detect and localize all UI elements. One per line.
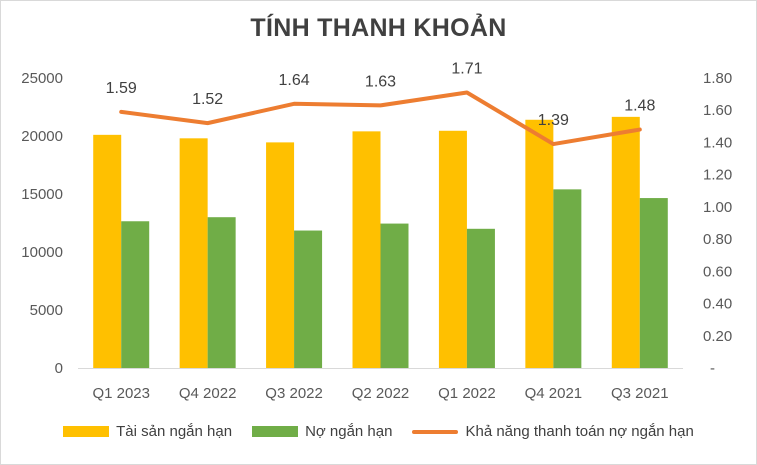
y-right-tick-label: 1.80 xyxy=(703,70,732,87)
bar-current-assets xyxy=(266,142,295,368)
legend-label-current-assets: Tài sản ngắn hạn xyxy=(116,423,233,440)
y-right-tick-label: 0.20 xyxy=(703,328,732,345)
ratio-data-label: 1.52 xyxy=(192,91,223,108)
legend-swatch-current-ratio xyxy=(412,429,459,434)
chart-title: TÍNH THANH KHOẢN xyxy=(250,14,507,42)
bar-current-assets xyxy=(438,130,467,368)
bar-current-assets xyxy=(93,134,122,368)
bar-short-term-debt xyxy=(639,198,668,368)
y-right-tick-label: - xyxy=(710,360,715,377)
ratio-data-label: 1.64 xyxy=(279,72,310,89)
chart-legend: Tài sản ngắn hạn Nợ ngắn hạn Khả năng th… xyxy=(0,423,757,440)
bar-short-term-debt xyxy=(553,189,582,368)
bar-short-term-debt xyxy=(207,217,236,368)
legend-item-short-term-debt: Nợ ngắn hạn xyxy=(252,423,392,440)
legend-item-current-ratio: Khả năng thanh toán nợ ngắn hạn xyxy=(412,423,694,440)
y-left-tick-label: 25000 xyxy=(21,70,63,87)
y-left-tick-label: 10000 xyxy=(21,244,63,261)
bar-short-term-debt xyxy=(121,221,150,368)
bar-current-assets xyxy=(611,116,640,368)
bar-current-assets xyxy=(179,138,208,368)
x-tick-label: Q1 2023 xyxy=(92,385,150,402)
y-right-tick-label: 1.20 xyxy=(703,167,732,184)
ratio-data-label: 1.63 xyxy=(365,73,396,90)
x-tick-label: Q3 2022 xyxy=(265,385,323,402)
y-right-tick-label: 1.60 xyxy=(703,102,732,119)
y-right-tick-label: 0.40 xyxy=(703,296,732,313)
ratio-data-label: 1.71 xyxy=(451,61,482,78)
y-right-tick-label: 1.00 xyxy=(703,199,732,216)
y-left-tick-label: 0 xyxy=(55,360,63,377)
y-right-tick-label: 0.80 xyxy=(703,231,732,248)
y-right-tick-label: 1.40 xyxy=(703,134,732,151)
bar-current-assets xyxy=(352,131,381,368)
x-tick-label: Q2 2022 xyxy=(352,385,410,402)
y-right-tick-label: 0.60 xyxy=(703,263,732,280)
x-tick-label: Q3 2021 xyxy=(611,385,669,402)
legend-item-current-assets: Tài sản ngắn hạn xyxy=(63,423,232,440)
legend-label-current-ratio: Khả năng thanh toán nợ ngắn hạn xyxy=(465,423,694,440)
legend-label-short-term-debt: Nợ ngắn hạn xyxy=(305,423,393,440)
ratio-data-label: 1.39 xyxy=(538,112,569,129)
ratio-data-label: 1.48 xyxy=(624,98,655,115)
bar-current-assets xyxy=(525,119,554,368)
bar-short-term-debt xyxy=(294,230,323,368)
ratio-line xyxy=(119,90,642,147)
ratio-data-label: 1.59 xyxy=(106,80,137,97)
y-left-tick-label: 20000 xyxy=(21,128,63,145)
x-tick-label: Q4 2021 xyxy=(525,385,583,402)
legend-swatch-short-term-debt xyxy=(252,426,299,437)
legend-swatch-current-assets xyxy=(63,426,110,437)
y-left-tick-label: 15000 xyxy=(21,186,63,203)
y-left-tick-label: 5000 xyxy=(30,302,63,319)
bar-short-term-debt xyxy=(380,223,409,368)
bar-short-term-debt xyxy=(466,228,495,368)
x-tick-label: Q1 2022 xyxy=(438,385,496,402)
x-tick-label: Q4 2022 xyxy=(179,385,237,402)
